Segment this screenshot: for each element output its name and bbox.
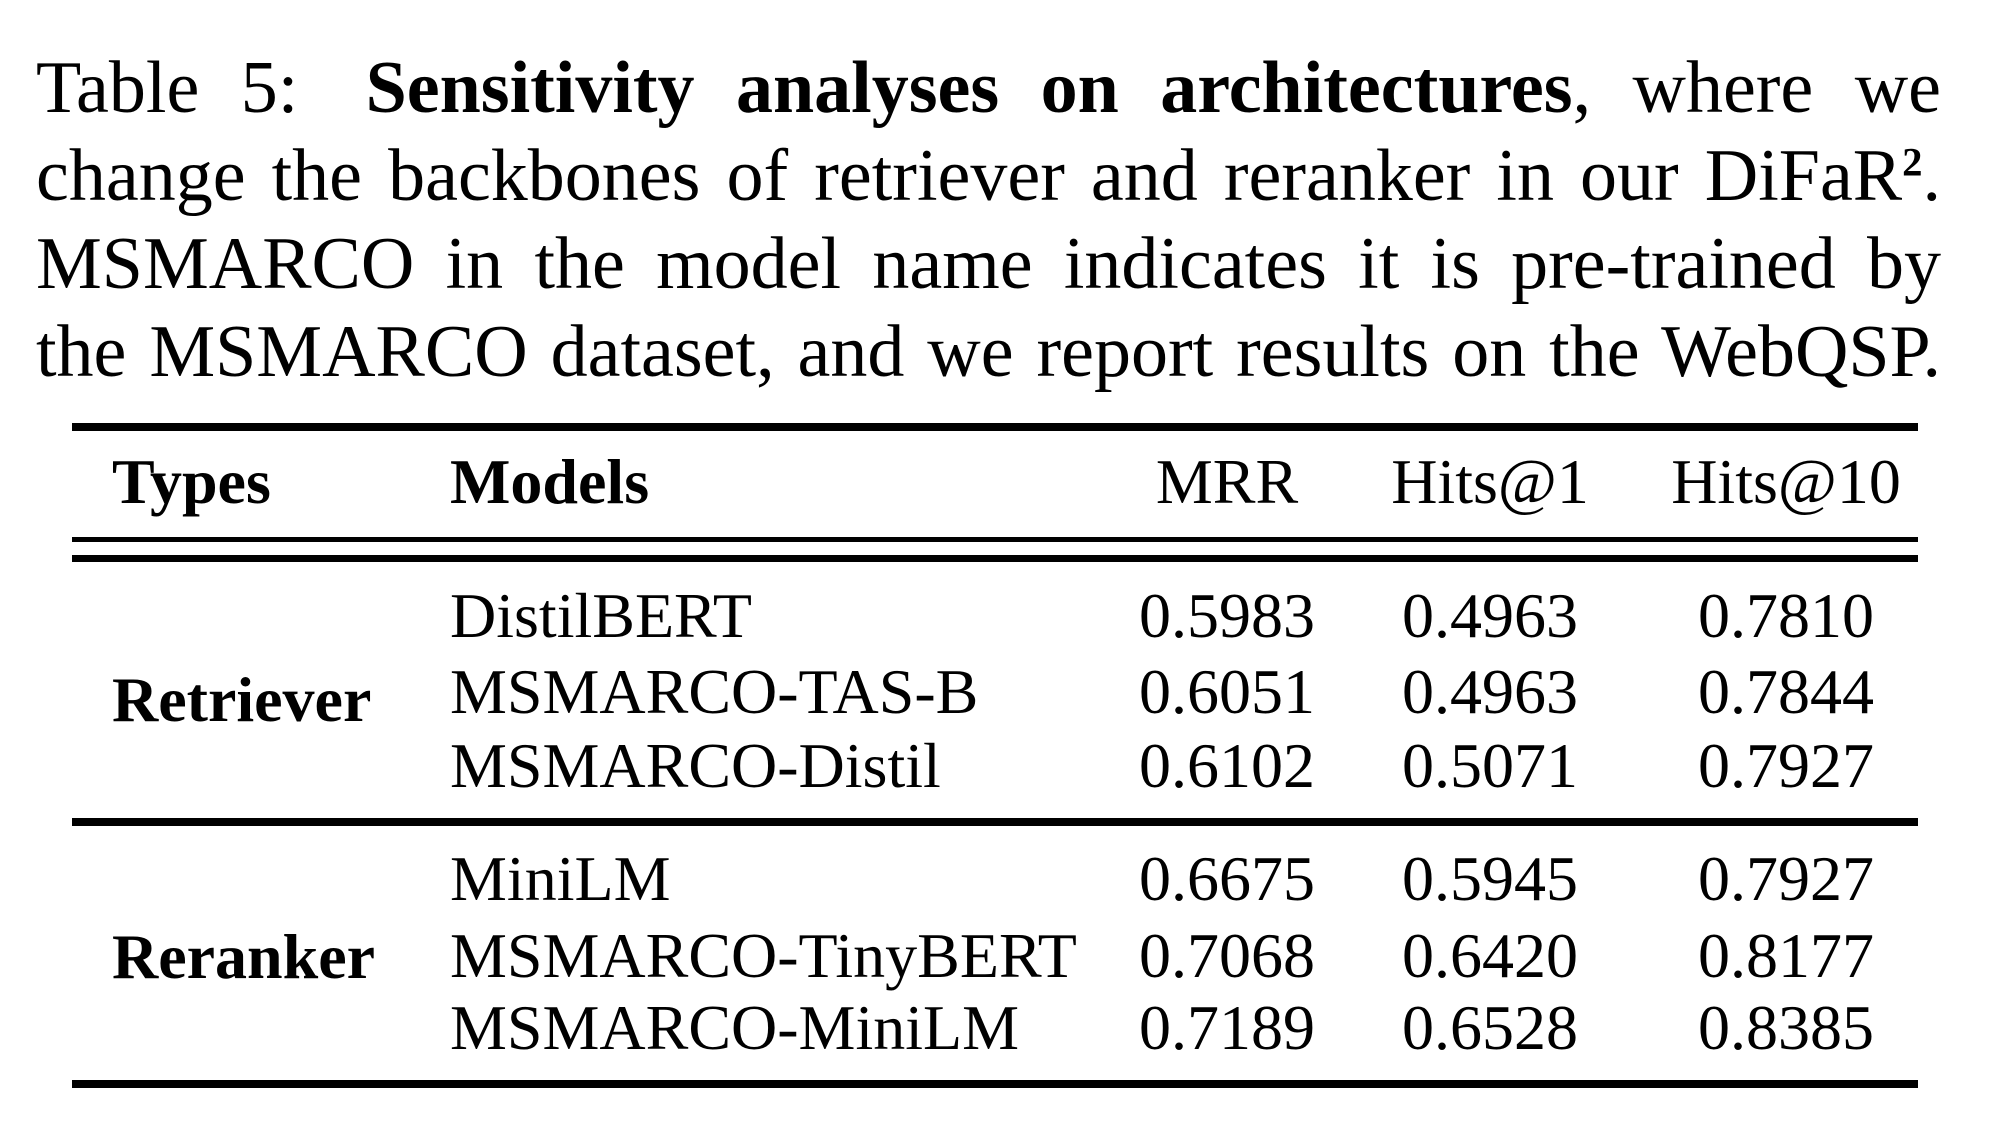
header-hits1: Hits@1 [1391,446,1589,517]
table-bottom-rule [72,1080,1918,1088]
cell-hits10: 0.8385 [1698,992,1874,1063]
header-mrr: MRR [1155,446,1299,517]
cell-hits1: 0.6420 [1402,920,1578,991]
table-top-rule [72,423,1918,431]
header-divider-rule-lower [72,555,1918,562]
cell-mrr: 0.7189 [1139,992,1315,1063]
table-row: MiniLM 0.6675 0.5945 0.7927 [0,841,2000,916]
cell-mrr: 0.7068 [1139,920,1315,991]
cell-hits10: 0.7927 [1698,843,1874,914]
cell-model: MSMARCO-TAS-B [450,656,979,727]
caption-line1-rest: , where we [1572,47,1942,129]
group-label-reranker: Reranker [112,921,376,992]
cell-model: MSMARCO-Distil [450,730,941,801]
cell-hits10: 0.7810 [1698,580,1874,651]
cell-model: MSMARCO-MiniLM [450,992,1019,1063]
cell-hits10: 0.7844 [1698,656,1874,727]
caption-line-3: MSMARCO in the model name indicates it i… [36,223,1941,305]
cell-mrr: 0.6675 [1139,843,1315,914]
table-row: MSMARCO-TAS-B 0.6051 0.4963 0.7844 [0,654,2000,729]
caption-line2-text: change the backbones of retriever and re… [36,135,1903,217]
caption-line-1: Table 5: Sensitivity analyses on archite… [36,44,1941,132]
cell-hits10: 0.8177 [1698,920,1874,991]
cell-model: MiniLM [450,843,671,914]
cell-hits10: 0.7927 [1698,730,1874,801]
header-divider-rule-upper [72,537,1918,542]
caption-line-4: the MSMARCO dataset, and we report resul… [36,311,1941,393]
caption-title-bold: Sensitivity analyses on architectures [365,47,1573,129]
cell-mrr: 0.5983 [1139,580,1315,651]
table-row: MSMARCO-Distil 0.6102 0.5071 0.7927 [0,728,2000,803]
caption-line2-period: . [1922,135,1942,217]
table-row: DistilBERT 0.5983 0.4963 0.7810 [0,578,2000,653]
cell-model: MSMARCO-TinyBERT [450,920,1077,991]
cell-model: DistilBERT [450,580,752,651]
section-divider-rule [72,818,1918,826]
cell-mrr: 0.6051 [1139,656,1315,727]
table-row: MSMARCO-MiniLM 0.7189 0.6528 0.8385 [0,990,2000,1065]
cell-hits1: 0.4963 [1402,580,1578,651]
table-header-row: Types Models MRR Hits@1 Hits@10 [0,444,2000,519]
header-models: Models [450,446,650,517]
cell-hits1: 0.5945 [1402,843,1578,914]
caption-label: Table 5: [36,47,299,129]
cell-hits1: 0.6528 [1402,992,1578,1063]
table-caption: Table 5: Sensitivity analyses on archite… [36,44,1941,396]
cell-mrr: 0.6102 [1139,730,1315,801]
group-label-retriever: Retriever [112,664,372,735]
header-hits10: Hits@10 [1671,446,1901,517]
caption-line-2: change the backbones of retriever and re… [36,132,1941,220]
table-row: MSMARCO-TinyBERT 0.7068 0.6420 0.8177 [0,918,2000,993]
cell-hits1: 0.4963 [1402,656,1578,727]
caption-superscript: 2 [1902,139,1923,185]
header-types: Types [112,446,271,517]
cell-hits1: 0.5071 [1402,730,1578,801]
